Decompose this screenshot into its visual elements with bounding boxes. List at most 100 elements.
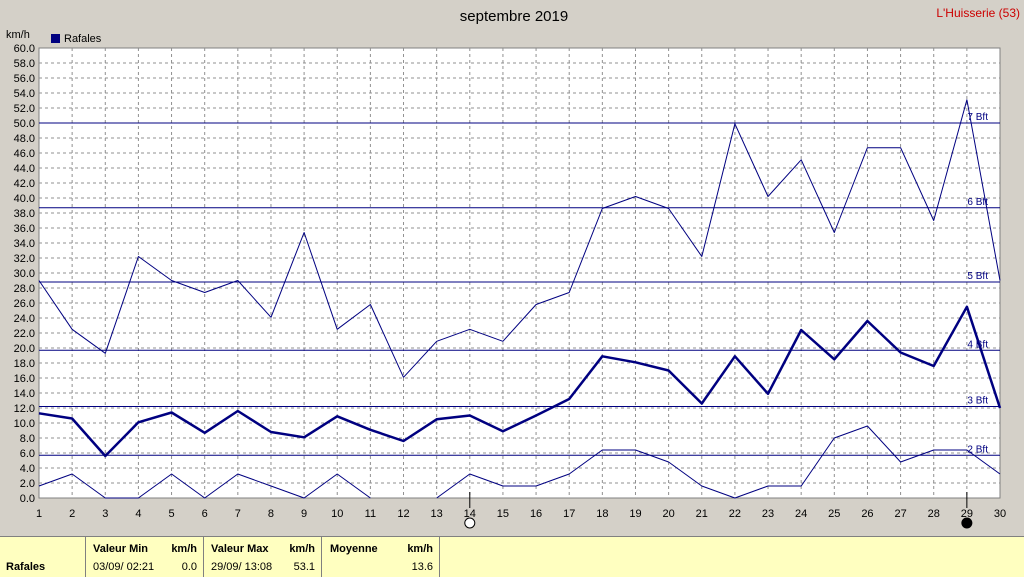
- x-tick-label: 26: [861, 508, 873, 520]
- y-axis: 0.0 2.0 4.0 6.0 8.0 10.0 12.0 14.0 16.0 18.0 20.0 2…: [14, 43, 35, 505]
- stats-label-cell: Rafales: [0, 537, 86, 577]
- y-tick-label: 42.0: [14, 178, 35, 190]
- y-tick-label: 8.0: [20, 433, 35, 445]
- min-value: 0.0: [181, 561, 197, 573]
- y-tick-label: 24.0: [14, 313, 35, 325]
- x-tick-label: 18: [596, 508, 608, 520]
- y-tick-label: 26.0: [14, 298, 35, 310]
- y-tick-label: 0.0: [20, 493, 35, 505]
- x-tick-label: 12: [397, 508, 409, 520]
- beaufort-label: 4 Bft: [967, 339, 988, 350]
- min-unit: km/h: [171, 543, 197, 555]
- x-tick-label: 23: [762, 508, 774, 520]
- stats-max-cell: Valeur Max km/h 29/09/ 13:08 53.1: [204, 537, 322, 577]
- avg-value: 13.6: [411, 561, 433, 573]
- y-tick-label: 18.0: [14, 358, 35, 370]
- y-tick-label: 10.0: [14, 418, 35, 430]
- y-tick-label: 58.0: [14, 58, 35, 70]
- y-tick-label: 14.0: [14, 388, 35, 400]
- new-moon-icon: [961, 517, 973, 529]
- series-line-max: [38, 99, 1001, 378]
- stats-min-cell: Valeur Min km/h 03/09/ 02:21 0.0: [86, 537, 204, 577]
- wind-gust-chart: 2 Bft 3 Bft 4 Bft 5 Bft 6 Bft 7 Bft 0.0 2.0 4.0…: [6, 6, 1020, 529]
- y-tick-label: 6.0: [20, 448, 35, 460]
- stats-panel: Rafales Valeur Min km/h 03/09/ 02:21 0.0…: [0, 536, 1024, 577]
- y-tick-label: 56.0: [14, 73, 35, 85]
- beaufort-label: 7 Bft: [967, 112, 988, 123]
- x-tick-label: 21: [696, 508, 708, 520]
- x-tick-label: 27: [894, 508, 906, 520]
- y-tick-label: 22.0: [14, 328, 35, 340]
- max-header: Valeur Max: [211, 543, 269, 555]
- min-date: 03/09/ 02:21: [93, 561, 155, 573]
- x-tick-label: 19: [629, 508, 641, 520]
- chart-title: septembre 2019: [460, 8, 568, 25]
- avg-unit: km/h: [407, 543, 433, 555]
- x-tick-label: 20: [662, 508, 674, 520]
- max-date: 29/09/ 13:08: [211, 561, 273, 573]
- full-moon-icon: [464, 517, 476, 529]
- y-tick-label: 16.0: [14, 373, 35, 385]
- y-tick-label: 52.0: [14, 103, 35, 115]
- station-name: L'Huisserie (53): [936, 6, 1020, 20]
- x-axis: 1 2 3 4 5 6 7 8 9 10 11 12 13 14 15 16 17 18 19 20 21 22 23 24 2…: [36, 508, 1006, 520]
- x-tick-label: 8: [268, 508, 274, 520]
- y-tick-label: 54.0: [14, 88, 35, 100]
- x-tick-label: 6: [202, 508, 208, 520]
- x-tick-label: 22: [729, 508, 741, 520]
- series-line-avg: [38, 305, 1002, 458]
- max-value: 53.1: [293, 561, 315, 573]
- x-tick-label: 4: [135, 508, 141, 520]
- beaufort-label: 2 Bft: [967, 444, 988, 455]
- series-lines: [38, 99, 1002, 499]
- y-tick-label: 38.0: [14, 208, 35, 220]
- y-tick-label: 4.0: [20, 463, 35, 475]
- y-tick-label: 32.0: [14, 253, 35, 265]
- x-tick-label: 15: [497, 508, 509, 520]
- beaufort-lines: 2 Bft 3 Bft 4 Bft 5 Bft 6 Bft 7 Bft: [39, 112, 1000, 456]
- beaufort-label: 6 Bft: [967, 197, 988, 208]
- y-tick-label: 30.0: [14, 268, 35, 280]
- stats-row-label: Rafales: [6, 561, 46, 573]
- x-tick-label: 1: [36, 508, 42, 520]
- x-tick-label: 10: [331, 508, 343, 520]
- x-tick-label: 16: [530, 508, 542, 520]
- x-tick-label: 13: [431, 508, 443, 520]
- y-tick-label: 34.0: [14, 238, 35, 250]
- y-tick-label: 46.0: [14, 148, 35, 160]
- y-tick-label: 48.0: [14, 133, 35, 145]
- y-tick-label: 40.0: [14, 193, 35, 205]
- x-tick-label: 29: [961, 508, 973, 520]
- y-tick-label: 12.0: [14, 403, 35, 415]
- series-line-min: [38, 425, 1001, 499]
- x-tick-label: 9: [301, 508, 307, 520]
- x-tick-label: 25: [828, 508, 840, 520]
- y-tick-label: 28.0: [14, 283, 35, 295]
- y-tick-label: 20.0: [14, 343, 35, 355]
- x-tick-label: 14: [464, 508, 476, 520]
- avg-header: Moyenne: [330, 543, 378, 555]
- moon-phases: [464, 492, 973, 529]
- x-tick-label: 30: [994, 508, 1006, 520]
- x-tick-label: 11: [365, 508, 376, 520]
- legend-swatch: [51, 34, 60, 43]
- x-tick-label: 7: [235, 508, 241, 520]
- y-tick-label: 60.0: [14, 43, 35, 55]
- x-tick-label: 28: [928, 508, 940, 520]
- max-unit: km/h: [289, 543, 315, 555]
- x-tick-label: 2: [69, 508, 75, 520]
- y-tick-label: 50.0: [14, 118, 35, 130]
- x-tick-label: 5: [168, 508, 174, 520]
- x-tick-label: 17: [563, 508, 575, 520]
- y-axis-unit: km/h: [6, 29, 30, 41]
- y-tick-label: 44.0: [14, 163, 35, 175]
- beaufort-label: 5 Bft: [967, 271, 988, 282]
- beaufort-label: 3 Bft: [967, 396, 988, 407]
- y-tick-label: 2.0: [20, 478, 35, 490]
- min-header: Valeur Min: [93, 543, 149, 555]
- x-tick-label: 24: [795, 508, 807, 520]
- stats-avg-cell: Moyenne km/h 13.6: [322, 537, 440, 577]
- x-tick-label: 3: [102, 508, 108, 520]
- y-tick-label: 36.0: [14, 223, 35, 235]
- legend-label: Rafales: [64, 33, 102, 45]
